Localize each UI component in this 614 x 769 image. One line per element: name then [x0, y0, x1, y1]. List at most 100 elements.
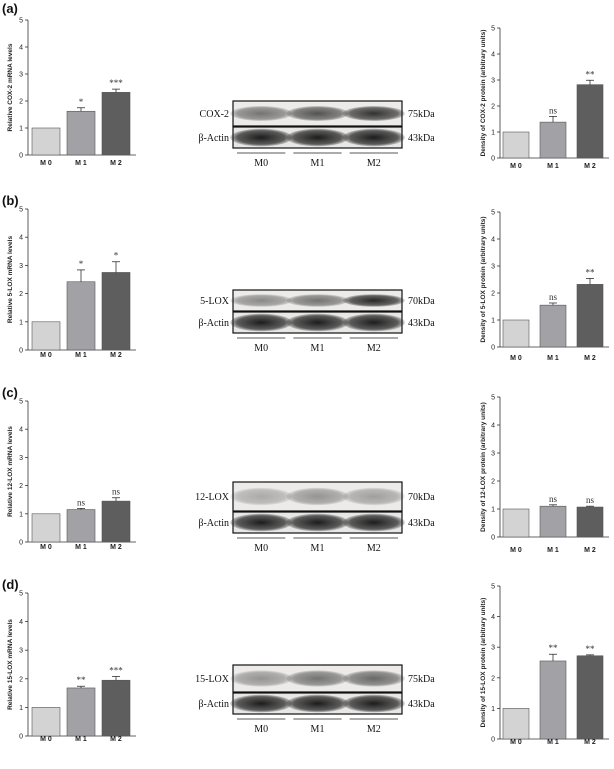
target-protein-label: 12-LOX [195, 492, 230, 503]
y-tick-label: 3 [491, 645, 495, 652]
y-tick-label: 2 [491, 675, 495, 682]
y-tick-label: 4 [491, 423, 495, 430]
significance-label: ** [77, 675, 87, 685]
y-tick-label: 5 [491, 26, 495, 33]
bar-m1 [66, 509, 96, 543]
target-kda-label: 75kDa [408, 109, 435, 120]
western-blot: COX-2 β-Actin 75kDa 43kDa M0 M1 M2 [198, 100, 435, 169]
mrna-bar-chart: 0 1 2 3 4 5 Relative 5-LOX mRNA levels M 0 * M 1 *… [7, 207, 136, 359]
western-blot: 12-LOX β-Actin 70kDa 43kDa M0 M1 M2 [195, 481, 435, 554]
bar-m0 [31, 707, 61, 737]
target-band [342, 294, 405, 307]
y-tick-label: 1 [491, 507, 495, 514]
category-label: M 2 [110, 736, 122, 743]
bar-m2 [101, 272, 131, 351]
target-band [342, 106, 405, 121]
target-band [230, 106, 293, 121]
lane-label-m0: M0 [254, 158, 268, 169]
category-label: M 0 [40, 160, 52, 167]
y-axis-label: Relative 5-LOX mRNA levels [7, 236, 14, 324]
significance-label: ns [586, 495, 595, 505]
category-label: M 0 [510, 355, 522, 362]
category-label: M 2 [584, 355, 596, 362]
significance-label: ** [549, 643, 559, 653]
y-tick-label: 4 [19, 235, 23, 242]
lane-label-m0: M0 [254, 543, 268, 554]
y-axis-label: Relative 12-LOX mRNA levels [7, 426, 14, 517]
significance-label: ns [549, 292, 558, 302]
lane-label-m2: M2 [367, 724, 381, 735]
y-tick-label: 5 [19, 207, 23, 214]
actin-label: β-Actin [198, 133, 229, 144]
bar-m2 [576, 84, 604, 159]
category-label: M 1 [547, 163, 559, 170]
bar-m2 [101, 500, 131, 543]
protein-bar-chart: 0 1 2 3 4 5 Density of 5-LOX protein (arbitrar… [480, 210, 609, 362]
y-tick-label: 3 [491, 264, 495, 271]
y-tick-label: 0 [19, 540, 23, 547]
actin-label: β-Actin [198, 518, 229, 529]
y-axis-label: Density of 12-LOX protein (arbitrary uni… [480, 402, 487, 532]
y-tick-label: 1 [19, 319, 23, 326]
y-axis-label: Relative 15-LOX mRNA levels [7, 619, 14, 710]
mrna-bar-chart: 0 1 2 3 4 5 Relative 15-LOX mRNA levels M 0 ** M … [7, 591, 136, 743]
lane-label-m0: M0 [254, 724, 268, 735]
y-tick-label: 3 [19, 263, 23, 270]
panel-label: (b) [2, 193, 19, 208]
y-tick-label: 0 [491, 345, 495, 352]
y-tick-label: 5 [19, 591, 23, 598]
y-tick-label: 1 [19, 511, 23, 518]
actin-band [342, 313, 405, 332]
bar-m1 [539, 505, 567, 538]
panel-label: (d) [2, 577, 19, 592]
y-tick-label: 1 [491, 318, 495, 325]
y-tick-label: 0 [19, 734, 23, 741]
bar-m1 [66, 110, 96, 156]
target-band [230, 294, 293, 307]
category-label: M 2 [584, 547, 596, 554]
category-label: M 1 [75, 352, 87, 359]
y-tick-label: 5 [19, 18, 23, 25]
y-tick-label: 3 [19, 455, 23, 462]
lane-label-m0: M0 [254, 343, 268, 354]
target-kda-label: 70kDa [408, 296, 435, 307]
actin-label: β-Actin [198, 699, 229, 710]
y-axis-label: Density of 15-LOX protein (arbitrary uni… [480, 598, 487, 728]
protein-bar-chart: 0 1 2 3 4 5 Density of 12-LOX protein (arbitra… [480, 395, 609, 554]
panel-b: (b) 0 1 2 3 4 5 Relative 5-LOX mRNA levels M 0 * M… [2, 193, 609, 362]
y-tick-label: 4 [491, 237, 495, 244]
lane-label-m1: M1 [311, 724, 325, 735]
y-tick-label: 5 [19, 399, 23, 406]
bar-m1 [539, 121, 567, 159]
y-tick-label: 1 [491, 706, 495, 713]
panel-c: (c) 0 1 2 3 4 5 Relative 12-LOX mRNA levels M 0 n… [2, 385, 609, 554]
target-band [342, 487, 405, 506]
y-tick-label: 1 [19, 126, 23, 133]
y-tick-label: 3 [491, 451, 495, 458]
y-tick-label: 5 [491, 584, 495, 591]
category-label: M 0 [40, 352, 52, 359]
y-tick-label: 5 [491, 210, 495, 217]
y-tick-label: 3 [19, 72, 23, 79]
bar-m0 [31, 513, 61, 543]
target-kda-label: 75kDa [408, 674, 435, 685]
y-tick-label: 4 [491, 52, 495, 59]
bar-m1 [66, 281, 96, 351]
bar-m2 [101, 679, 131, 737]
y-tick-label: 0 [491, 535, 495, 542]
significance-label: ** [586, 644, 596, 654]
lane-label-m1: M1 [311, 343, 325, 354]
y-tick-label: 2 [19, 676, 23, 683]
target-band [286, 487, 349, 506]
bar-m0 [502, 708, 530, 740]
category-label: M 2 [110, 160, 122, 167]
actin-kda-label: 43kDa [408, 133, 435, 144]
y-tick-label: 4 [19, 619, 23, 626]
significance-label: *** [109, 666, 123, 676]
bar-m1 [66, 687, 96, 737]
actin-band [230, 313, 293, 332]
significance-label: ns [77, 497, 86, 507]
target-band [230, 670, 293, 687]
protein-bar-chart: 0 1 2 3 4 5 Density of 15-LOX protein (arbitra… [480, 584, 609, 746]
